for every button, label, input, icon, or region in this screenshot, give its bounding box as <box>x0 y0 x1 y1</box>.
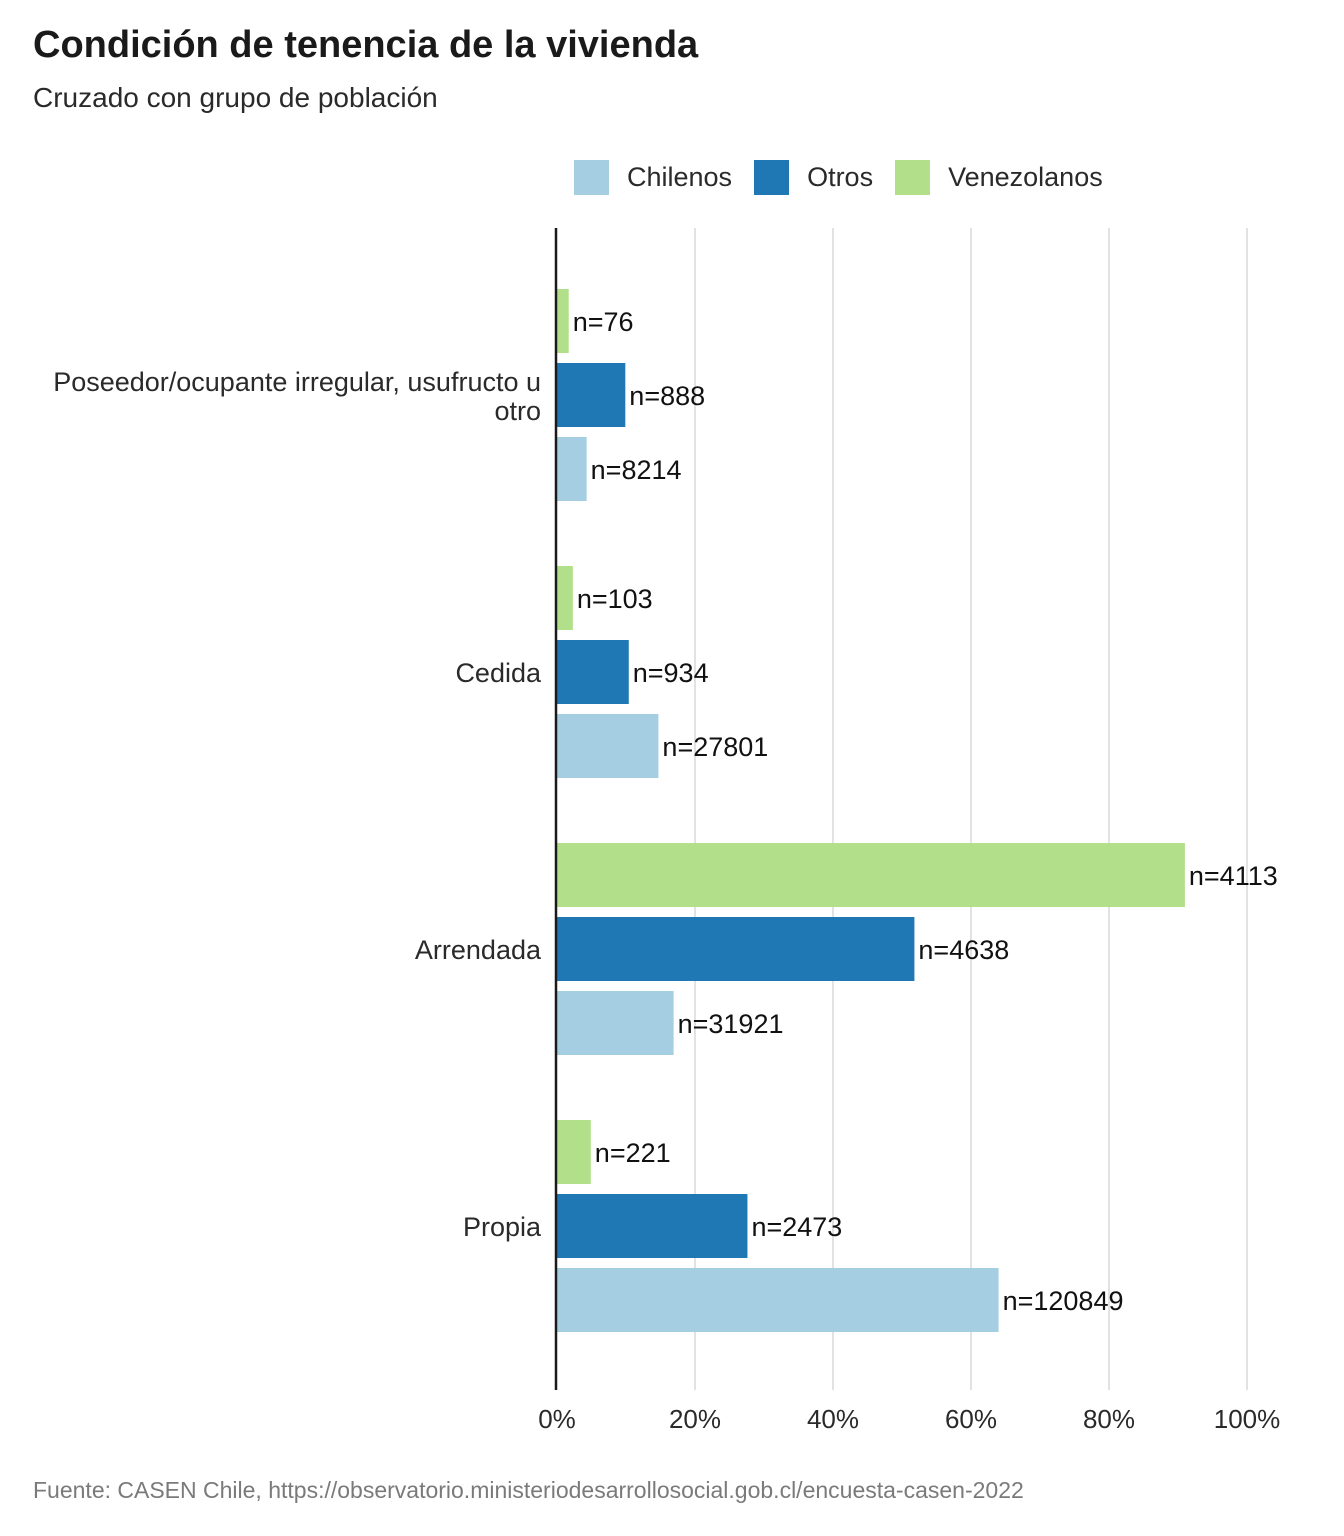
legend-label-otros: Otros <box>807 162 874 192</box>
bar-venezolanos <box>557 843 1185 907</box>
bar-label: n=934 <box>633 658 709 688</box>
bar-venezolanos <box>557 1120 591 1184</box>
legend: Chilenos Otros Venezolanos <box>574 160 1125 195</box>
bar-chilenos <box>557 714 659 778</box>
bar-label: n=76 <box>573 307 634 337</box>
x-tick-label: 60% <box>945 1404 997 1434</box>
bar-label: n=103 <box>577 584 653 614</box>
chart-title: Condición de tenencia de la vivienda <box>33 24 699 66</box>
bar-label: n=2473 <box>751 1212 842 1242</box>
x-tick-label: 20% <box>669 1404 721 1434</box>
bar-chilenos <box>557 437 587 501</box>
source-note: Fuente: CASEN Chile, https://observatori… <box>33 1477 1024 1503</box>
legend-swatch-otros <box>754 160 790 195</box>
bar-otros <box>557 1194 748 1258</box>
bar-label: n=31921 <box>678 1009 784 1039</box>
legend-swatch-venezolanos <box>895 160 931 195</box>
bar-venezolanos <box>557 566 573 630</box>
bar-label: n=221 <box>595 1138 671 1168</box>
category-label: Cedida <box>455 658 542 688</box>
bar-label: n=27801 <box>662 732 768 762</box>
bar-label: n=888 <box>629 381 705 411</box>
x-tick-label: 0% <box>538 1404 576 1434</box>
bar-venezolanos <box>557 289 569 353</box>
bar-label: n=4638 <box>918 935 1009 965</box>
legend-label-chilenos: Chilenos <box>627 162 733 192</box>
chart-subtitle: Cruzado con grupo de población <box>33 82 438 113</box>
legend-item-venezolanos: Venezolanos <box>895 160 1103 195</box>
category-label: Arrendada <box>415 935 542 965</box>
x-tick-label: 80% <box>1083 1404 1135 1434</box>
bar-otros <box>557 640 629 704</box>
x-tick-label: 40% <box>807 1404 859 1434</box>
bar-chilenos <box>557 1268 999 1332</box>
category-label: Propia <box>463 1212 542 1242</box>
bar-chilenos <box>557 991 674 1055</box>
bar-otros <box>557 363 626 427</box>
x-tick-label: 100% <box>1214 1404 1281 1434</box>
bar-otros <box>557 917 915 981</box>
legend-item-chilenos: Chilenos <box>574 160 732 195</box>
legend-label-venezolanos: Venezolanos <box>948 162 1103 192</box>
category-label: Poseedor/ocupante irregular, usufructo u… <box>53 367 541 426</box>
bar-label: n=4113 <box>1189 861 1278 891</box>
legend-swatch-chilenos <box>574 160 609 195</box>
bar-label: n=120849 <box>1003 1286 1124 1316</box>
bar-label: n=8214 <box>591 455 682 485</box>
legend-item-otros: Otros <box>754 160 873 195</box>
